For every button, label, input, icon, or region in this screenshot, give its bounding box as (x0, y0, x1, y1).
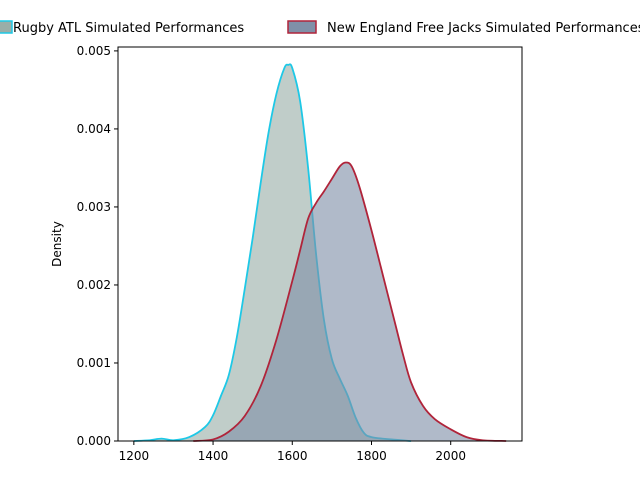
y-tick-label: 0.001 (77, 356, 111, 370)
legend-swatch-1 (0, 20, 13, 34)
series-2-area (193, 162, 507, 441)
x-axis-ticks: 1200 1400 1600 1800 2000 (119, 441, 466, 463)
x-tick-label: 1200 (119, 449, 150, 463)
y-tick-label: 0.002 (77, 278, 111, 292)
legend-label-1: Rugby ATL Simulated Performances (13, 21, 244, 36)
x-tick-label: 1400 (198, 449, 229, 463)
y-axis-ticks: 0.000 0.001 0.002 0.003 0.004 0.005 (77, 44, 118, 448)
x-tick-label: 2000 (435, 449, 466, 463)
x-tick-label: 1800 (356, 449, 387, 463)
series-2-line (193, 161, 507, 442)
legend-swatch-2 (287, 20, 317, 34)
y-tick-label: 0.004 (77, 122, 111, 136)
legend: Rugby ATL Simulated Performances New Engl… (0, 20, 640, 36)
y-tick-label: 0.000 (77, 434, 111, 448)
series-1-area (133, 64, 412, 441)
y-tick-label: 0.003 (77, 200, 111, 214)
plot-areas (133, 63, 507, 442)
x-tick-label: 1600 (277, 449, 308, 463)
y-axis-label: Density (50, 221, 64, 267)
y-tick-label: 0.005 (77, 44, 111, 58)
axes-frame (117, 46, 523, 442)
legend-label-2: New England Free Jacks Simulated Perform… (327, 21, 640, 36)
